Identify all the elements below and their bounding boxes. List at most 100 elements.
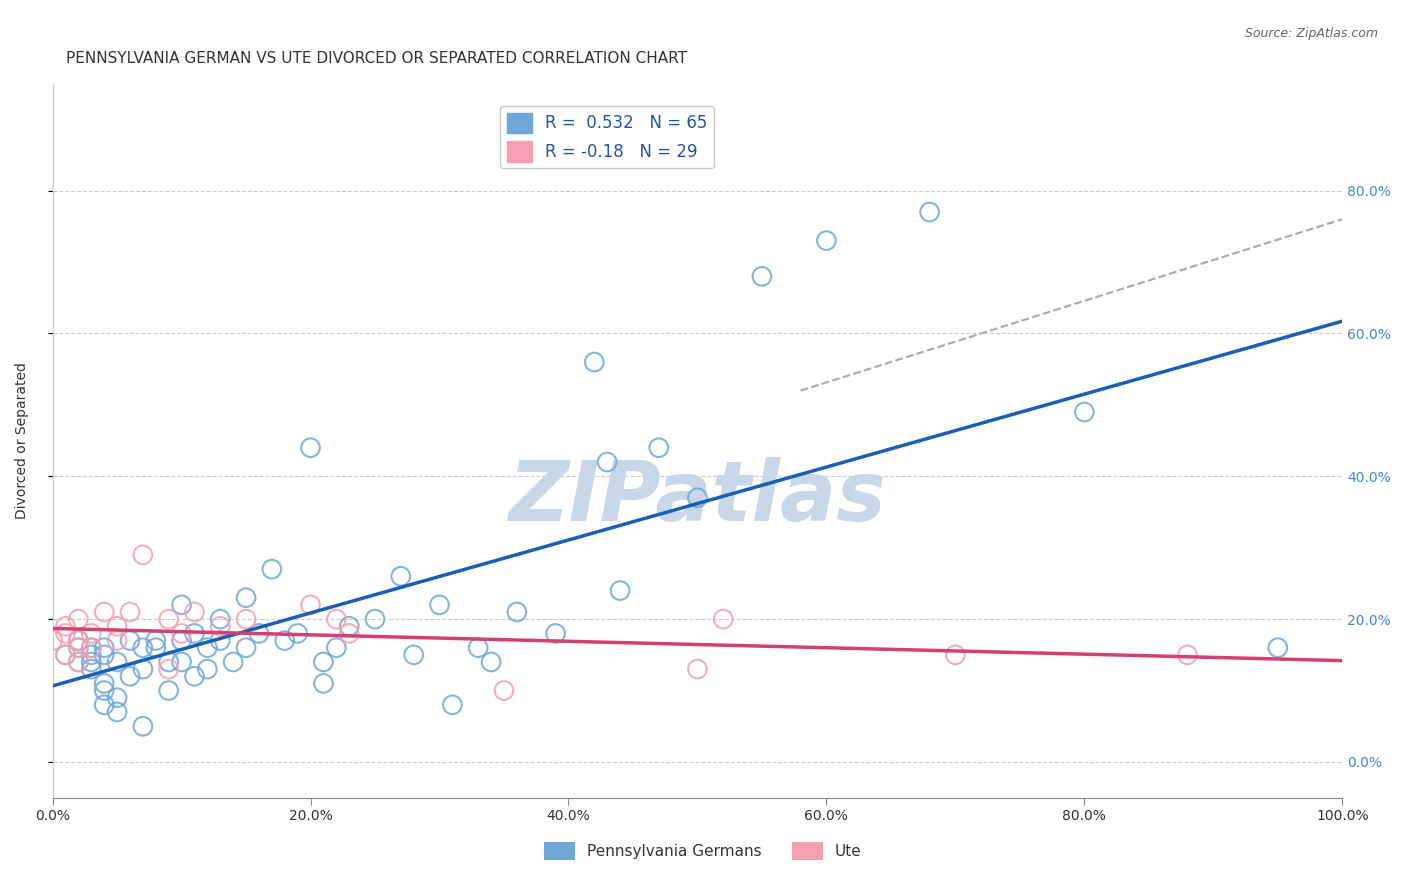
Point (67, 633, 90, 648)
Point (105, 705, 128, 719)
Point (93, 698, 115, 712)
Point (55, 648, 77, 662)
Point (312, 655, 335, 669)
Point (80, 626, 103, 640)
Point (274, 633, 297, 648)
Point (55, 626, 77, 640)
Point (170, 655, 193, 669)
Point (132, 640, 155, 655)
Point (105, 690, 128, 705)
Point (195, 640, 218, 655)
Point (711, 612, 734, 626)
Point (312, 676, 335, 690)
Point (118, 669, 141, 683)
Point (132, 548, 155, 562)
Legend: R =  0.532   N = 65, R = -0.18   N = 29: R = 0.532 N = 65, R = -0.18 N = 29 (501, 106, 714, 169)
Point (299, 441, 322, 455)
Point (145, 640, 167, 655)
Point (105, 633, 128, 648)
Point (609, 583, 631, 598)
Point (157, 683, 180, 698)
Point (299, 598, 322, 612)
Point (80, 640, 103, 655)
Point (145, 633, 167, 648)
Point (80, 648, 103, 662)
Point (492, 683, 515, 698)
Point (325, 640, 347, 655)
Point (170, 598, 193, 612)
Point (118, 633, 141, 648)
Point (93, 676, 115, 690)
Point (337, 626, 360, 640)
Point (80, 662, 103, 676)
Point (80, 640, 103, 655)
Point (247, 626, 270, 640)
Text: PENNSYLVANIA GERMAN VS UTE DIVORCED OR SEPARATED CORRELATION CHART: PENNSYLVANIA GERMAN VS UTE DIVORCED OR S… (66, 51, 686, 66)
Point (918, 205, 941, 219)
Point (1177, 648, 1199, 662)
Point (751, 269, 773, 284)
Legend: Pennsylvania Germans, Ute: Pennsylvania Germans, Ute (538, 836, 868, 866)
Point (105, 655, 128, 669)
Point (337, 619, 360, 633)
Point (170, 633, 193, 648)
Point (41, 633, 63, 648)
Point (55, 619, 77, 633)
Point (389, 569, 412, 583)
Point (209, 612, 232, 626)
Point (686, 662, 709, 676)
Y-axis label: Divorced or Separated: Divorced or Separated (15, 362, 30, 519)
Point (183, 605, 205, 619)
Point (1073, 405, 1095, 419)
Point (183, 669, 205, 683)
Point (105, 619, 128, 633)
Point (67, 612, 90, 626)
Point (364, 612, 387, 626)
Point (325, 612, 347, 626)
Text: ZIPatlas: ZIPatlas (509, 458, 886, 538)
Point (596, 455, 619, 469)
Point (260, 562, 283, 576)
Point (80, 655, 103, 669)
Point (157, 612, 180, 626)
Point (235, 591, 257, 605)
Point (1267, 640, 1289, 655)
Point (209, 619, 232, 633)
Point (157, 662, 180, 676)
Point (686, 491, 709, 505)
Point (67, 655, 90, 669)
Point (170, 626, 193, 640)
Point (157, 655, 180, 669)
Point (93, 648, 115, 662)
Point (93, 605, 115, 619)
Point (815, 234, 838, 248)
Point (222, 655, 245, 669)
Point (506, 605, 529, 619)
Point (402, 648, 425, 662)
Point (67, 655, 90, 669)
Point (943, 648, 966, 662)
Point (209, 633, 232, 648)
Point (118, 605, 141, 619)
Point (67, 640, 90, 655)
Point (93, 640, 115, 655)
Point (583, 355, 606, 369)
Point (183, 626, 205, 640)
Point (67, 633, 90, 648)
Point (287, 626, 309, 640)
Point (429, 598, 451, 612)
Point (235, 640, 257, 655)
Point (67, 640, 90, 655)
Point (479, 655, 502, 669)
Point (441, 698, 464, 712)
Point (55, 648, 77, 662)
Point (648, 441, 671, 455)
Point (195, 662, 218, 676)
Point (467, 640, 489, 655)
Point (132, 719, 155, 733)
Point (544, 626, 567, 640)
Text: Source: ZipAtlas.com: Source: ZipAtlas.com (1244, 27, 1378, 40)
Point (235, 612, 257, 626)
Point (132, 662, 155, 676)
Point (93, 683, 115, 698)
